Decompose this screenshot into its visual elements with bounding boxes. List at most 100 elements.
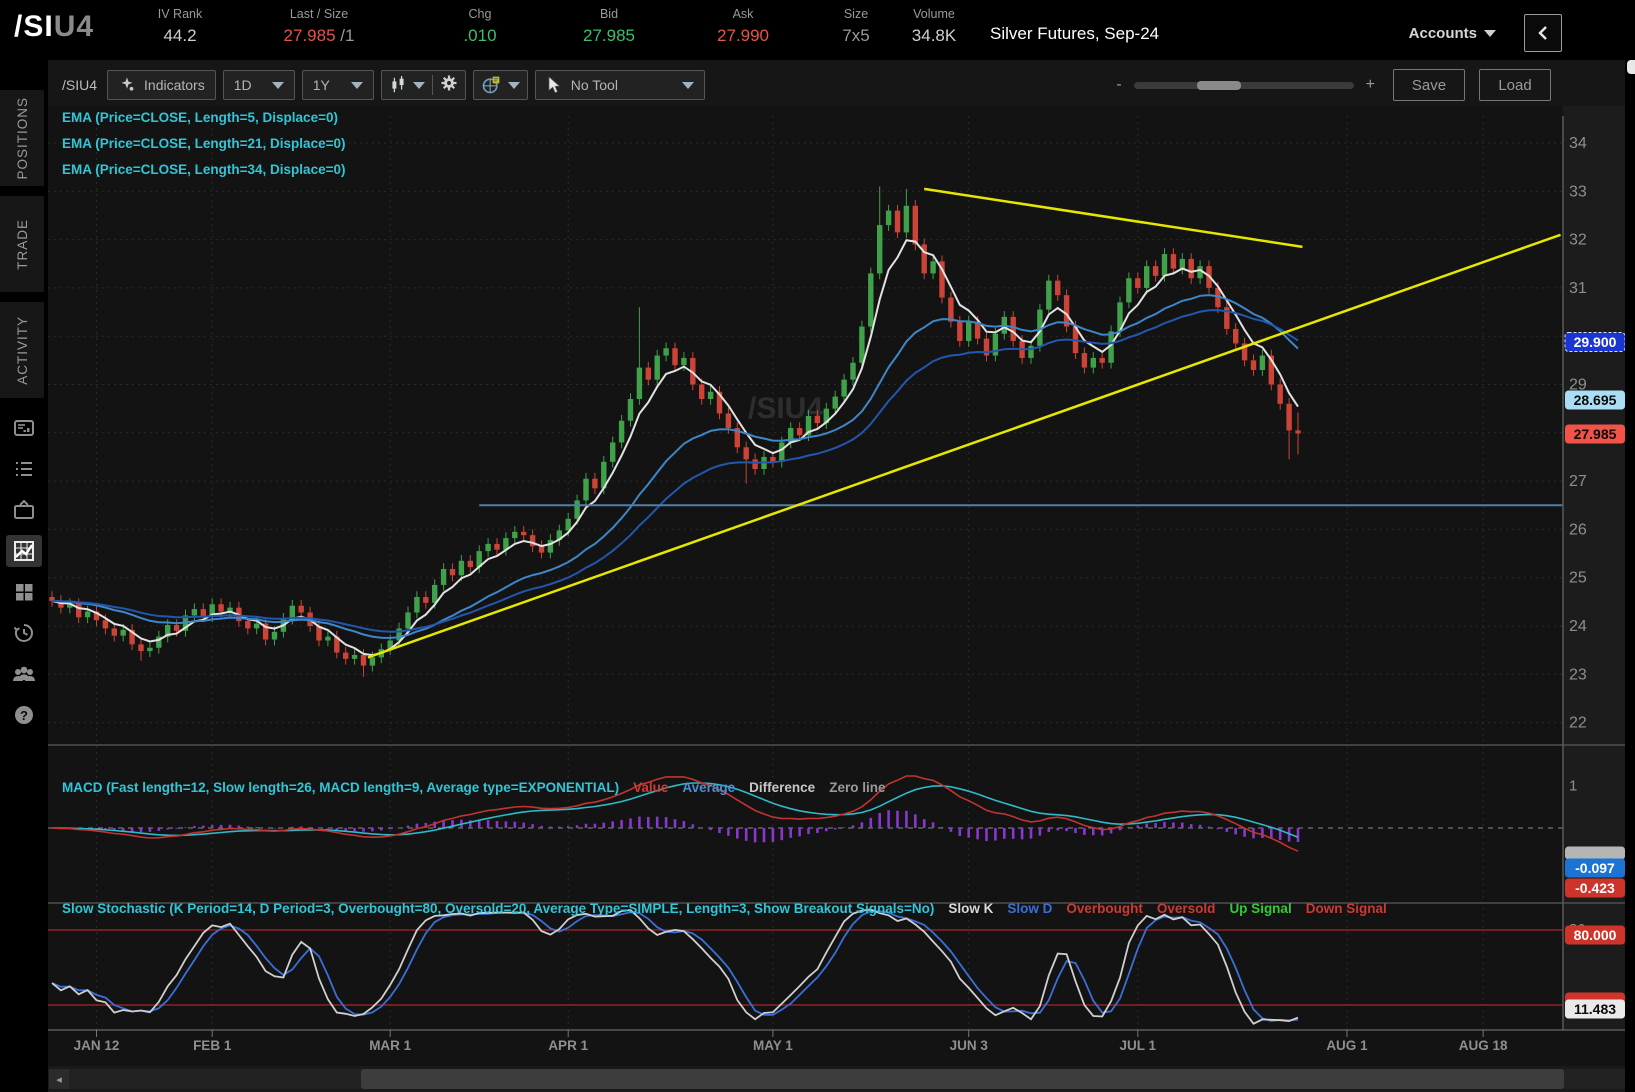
zoom-out-button[interactable]: - — [1116, 76, 1122, 93]
range-dropdown[interactable]: 1Y — [301, 70, 374, 100]
svg-text:80.000: 80.000 — [1574, 927, 1617, 943]
legend-item: Down Signal — [1305, 901, 1387, 916]
svg-text:25: 25 — [1569, 570, 1587, 587]
macd-legend[interactable]: MACD (Fast length=12, Slow length=26, MA… — [62, 780, 886, 795]
scroll-left-button[interactable]: ◂ — [49, 1069, 69, 1089]
accounts-dropdown[interactable]: Accounts — [1409, 25, 1496, 42]
toolbar-symbol-label: /SIU4 — [62, 77, 98, 93]
zoom-in-button[interactable]: + — [1365, 76, 1375, 93]
ema5-legend[interactable]: EMA (Price=CLOSE, Length=5, Displace=0) — [62, 110, 338, 125]
chevron-down-icon — [1484, 29, 1496, 37]
scrollbar-track[interactable] — [69, 1069, 1625, 1089]
drawing-set-dropdown[interactable] — [472, 70, 528, 100]
svg-text:?: ? — [20, 708, 28, 723]
help-icon[interactable]: ? — [6, 699, 42, 731]
legend-item: Difference — [749, 780, 816, 795]
field-ask: Ask 27.990 — [717, 7, 769, 45]
candlestick-chart-icon — [392, 76, 404, 93]
svg-text:JUN 3: JUN 3 — [950, 1038, 989, 1053]
indicators-button[interactable]: Indicators — [107, 70, 216, 100]
history-icon[interactable] — [6, 617, 42, 649]
svg-text:29: 29 — [1569, 377, 1587, 394]
grid-layout-icon[interactable] — [6, 576, 42, 608]
legend-item: Slow K — [948, 901, 994, 916]
svg-text:MAY 1: MAY 1 — [753, 1038, 793, 1053]
scrollbar-thumb[interactable] — [361, 1069, 1564, 1089]
svg-text:-0.423: -0.423 — [1575, 880, 1615, 896]
legend-item: Value — [633, 780, 669, 795]
sidebar-tab-trade[interactable]: TRADE — [0, 196, 44, 292]
instrument-description: Silver Futures, Sep-24 — [990, 24, 1160, 43]
svg-text:11.483: 11.483 — [1574, 1001, 1616, 1017]
left-sidebar: POSITIONS TRADE ACTIVITY — [0, 60, 48, 1092]
field-bid: Bid 27.985 — [583, 7, 635, 45]
svg-text:-0.097: -0.097 — [1575, 860, 1615, 876]
svg-text:32: 32 — [1569, 232, 1587, 249]
sidebar-tab-positions[interactable]: POSITIONS — [0, 90, 44, 186]
active-tool-dropdown[interactable]: No Tool — [534, 70, 705, 100]
legend-item: Overbought — [1066, 901, 1143, 916]
quote-board-icon[interactable] — [6, 412, 42, 444]
svg-text:1: 1 — [1569, 777, 1577, 794]
community-icon[interactable] — [6, 658, 42, 690]
tv-icon[interactable] — [6, 494, 42, 526]
chevron-down-icon — [271, 81, 284, 89]
zoom-slider[interactable] — [1133, 80, 1354, 90]
symbol-logo: /SIU4 — [14, 10, 95, 43]
zoom-slider-thumb[interactable] — [1196, 80, 1241, 90]
chevron-down-icon — [350, 81, 363, 89]
timeframe-dropdown[interactable]: 1D — [222, 70, 295, 100]
list-icon[interactable] — [6, 453, 42, 485]
load-button[interactable]: Load — [1479, 69, 1551, 101]
field-iv-rank: IV Rank 44.2 — [157, 7, 203, 45]
svg-text:22: 22 — [1569, 715, 1587, 732]
chart-settings-button[interactable] — [440, 74, 458, 97]
field-volume: Volume 34.8K — [911, 7, 957, 45]
field-last-size: Last / Size 27.985 /1 — [283, 7, 355, 45]
svg-text:/SIU4: /SIU4 — [748, 392, 823, 425]
field-chg: Chg .010 — [463, 7, 497, 45]
cursor-icon — [548, 76, 561, 94]
charts-icon[interactable] — [6, 535, 42, 567]
drawing-set-icon — [482, 76, 500, 94]
save-button[interactable]: Save — [1393, 69, 1465, 101]
chevron-left-icon — [1538, 26, 1547, 40]
right-gutter — [1625, 60, 1635, 1092]
svg-text:APR 1: APR 1 — [548, 1038, 588, 1053]
chevron-down-icon — [507, 81, 520, 89]
field-size: Size 7x5 — [842, 7, 870, 45]
ema21-legend[interactable]: EMA (Price=CLOSE, Length=21, Displace=0) — [62, 136, 346, 151]
chart-toolbar: /SIU4 Indicators 1D 1Y — [48, 66, 1625, 104]
stoch-legend[interactable]: Slow Stochastic (K Period=14, D Period=3… — [62, 901, 1387, 916]
legend-item: Average — [682, 780, 736, 795]
svg-text:AUG 18: AUG 18 — [1459, 1038, 1508, 1053]
chart-horizontal-scrollbar[interactable]: ◂ — [48, 1066, 1625, 1092]
chart-canvas[interactable]: /SIU41803433323129272625242322JAN 12FEB … — [48, 106, 1625, 1066]
chart-type-button[interactable] — [389, 75, 425, 95]
svg-text:MAR 1: MAR 1 — [369, 1038, 411, 1053]
svg-text:27: 27 — [1569, 473, 1587, 490]
svg-text:JAN 12: JAN 12 — [74, 1038, 120, 1053]
legend-item: Oversold — [1156, 901, 1216, 916]
svg-text:29.900: 29.900 — [1574, 334, 1617, 350]
corner-panel-sliver — [1627, 60, 1635, 74]
sidebar-tab-activity[interactable]: ACTIVITY — [0, 302, 44, 398]
svg-text:26: 26 — [1569, 521, 1587, 538]
svg-text:JUL 1: JUL 1 — [1120, 1038, 1157, 1053]
chevron-down-icon — [412, 81, 425, 89]
indicators-icon — [121, 77, 134, 91]
collapse-panel-button[interactable] — [1524, 14, 1562, 52]
instrument-header: /SIU4 IV Rank 44.2 Last / Size 27.985 /1… — [0, 0, 1635, 60]
svg-text:31: 31 — [1569, 280, 1587, 297]
legend-item: Up Signal — [1229, 901, 1292, 916]
chevron-down-icon — [681, 81, 694, 89]
gear-icon — [441, 75, 457, 90]
svg-text:27.985: 27.985 — [1574, 426, 1617, 442]
svg-text:34: 34 — [1569, 135, 1587, 152]
chart-panel: /SIU4 Indicators 1D 1Y — [48, 60, 1625, 1092]
ema34-legend[interactable]: EMA (Price=CLOSE, Length=34, Displace=0) — [62, 162, 346, 177]
svg-text:FEB 1: FEB 1 — [193, 1038, 232, 1053]
svg-text:28.695: 28.695 — [1574, 392, 1617, 408]
legend-item: Zero line — [829, 780, 886, 795]
svg-text:23: 23 — [1569, 666, 1587, 683]
